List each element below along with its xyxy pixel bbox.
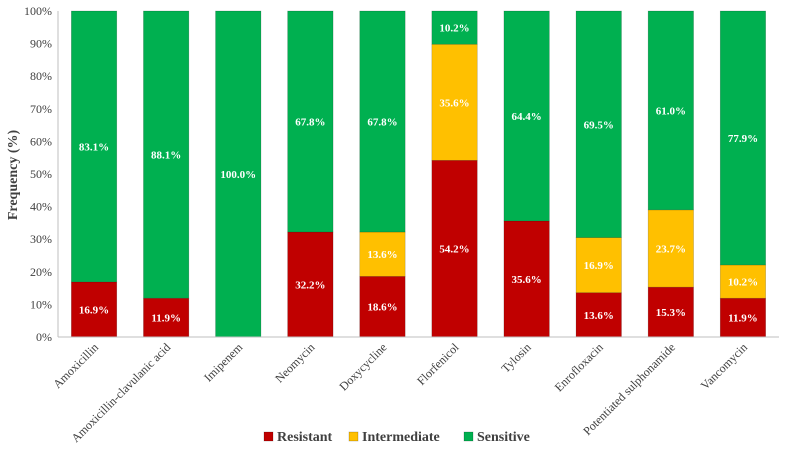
- bar-resistant: [647, 286, 694, 338]
- data-label: 13.6%: [584, 310, 614, 322]
- data-label: 18.6%: [367, 302, 397, 314]
- y-tick-label: 40%: [30, 200, 52, 214]
- x-category-label: Vancomycin: [698, 340, 750, 392]
- y-tick-label: 30%: [30, 232, 52, 246]
- legend-swatch-sensitive: [463, 431, 474, 442]
- bar-sensitive: [71, 10, 118, 283]
- legend-label-resistant: Resistant: [277, 430, 333, 445]
- bar-sensitive: [503, 10, 550, 222]
- legend-swatch-intermediate: [348, 431, 359, 442]
- bars-group: 16.9% 83.1% 11.9% 88.1% 100.0% 32.2% 67.8% 18.6…: [71, 10, 766, 338]
- x-category-label: Doxycycline: [336, 340, 389, 393]
- legend-label-sensitive: Sensitive: [477, 430, 530, 445]
- bar-sensitive: [719, 10, 766, 266]
- data-label: 35.6%: [439, 97, 469, 109]
- y-tick-label: 20%: [30, 265, 52, 279]
- legend: Resistant Intermediate Sensitive: [263, 430, 530, 445]
- y-tick-label: 70%: [30, 102, 52, 116]
- bar-sensitive: [431, 10, 478, 45]
- data-label: 69.5%: [584, 119, 614, 131]
- y-tick-label: 90%: [30, 37, 52, 51]
- x-category-label: Tylosin: [499, 340, 534, 375]
- bar-sensitive: [287, 10, 334, 233]
- bar-sensitive: [359, 10, 406, 233]
- data-label: 77.9%: [728, 133, 758, 145]
- data-label: 67.8%: [367, 117, 397, 129]
- y-tick-label: 80%: [30, 69, 52, 83]
- x-category-label: Amoxicillin: [50, 340, 101, 391]
- bar-intermediate: [719, 264, 766, 299]
- data-label: 83.1%: [79, 141, 109, 153]
- data-label: 13.6%: [367, 249, 397, 261]
- data-label: 88.1%: [151, 150, 181, 162]
- bar-resistant: [503, 220, 550, 338]
- data-label: 10.2%: [439, 23, 469, 35]
- y-tick-label: 100%: [24, 4, 52, 18]
- bar-sensitive: [575, 10, 622, 238]
- data-label: 64.4%: [512, 111, 542, 123]
- bar-intermediate: [647, 209, 694, 288]
- x-category-label: Neomycin: [272, 340, 317, 385]
- bar-resistant: [431, 160, 478, 338]
- y-tick-label: 10%: [30, 297, 52, 311]
- legend-swatch-resistant: [263, 431, 274, 442]
- data-label: 61.0%: [656, 105, 686, 117]
- data-label: 11.9%: [151, 313, 181, 325]
- x-category-label: Enrofloxacin: [552, 340, 606, 394]
- y-tick-label: 60%: [30, 134, 52, 148]
- data-label: 54.2%: [439, 244, 469, 256]
- data-label: 11.9%: [728, 313, 758, 325]
- bar-resistant: [287, 231, 334, 338]
- data-label: 16.9%: [79, 304, 109, 316]
- data-label: 32.2%: [295, 280, 325, 292]
- bar-resistant: [719, 297, 766, 338]
- bar-sensitive: [647, 10, 694, 211]
- x-category-label: Florfenicol: [414, 340, 462, 388]
- bar-intermediate: [575, 237, 622, 293]
- y-axis: 0% 10% 20% 30% 40% 50% 60% 70% 80% 90% 100%: [24, 4, 59, 344]
- data-label: 23.7%: [656, 243, 686, 255]
- y-tick-label: 50%: [30, 167, 52, 181]
- data-label: 15.3%: [656, 307, 686, 319]
- y-tick-label: 0%: [36, 330, 52, 344]
- bar-intermediate: [359, 231, 406, 277]
- bar-sensitive: [143, 10, 190, 299]
- legend-label-intermediate: Intermediate: [362, 430, 440, 445]
- data-label: 35.6%: [512, 274, 542, 286]
- bar-resistant: [359, 276, 406, 338]
- data-label: 16.9%: [584, 260, 614, 272]
- x-category-label: Imipenem: [201, 340, 246, 385]
- data-label: 67.8%: [295, 117, 325, 129]
- bar-sensitive: [215, 10, 262, 338]
- data-label: 100.0%: [220, 169, 256, 181]
- bar-intermediate: [431, 43, 478, 161]
- data-label: 10.2%: [728, 277, 758, 289]
- y-axis-label: Frequency (%): [6, 129, 21, 220]
